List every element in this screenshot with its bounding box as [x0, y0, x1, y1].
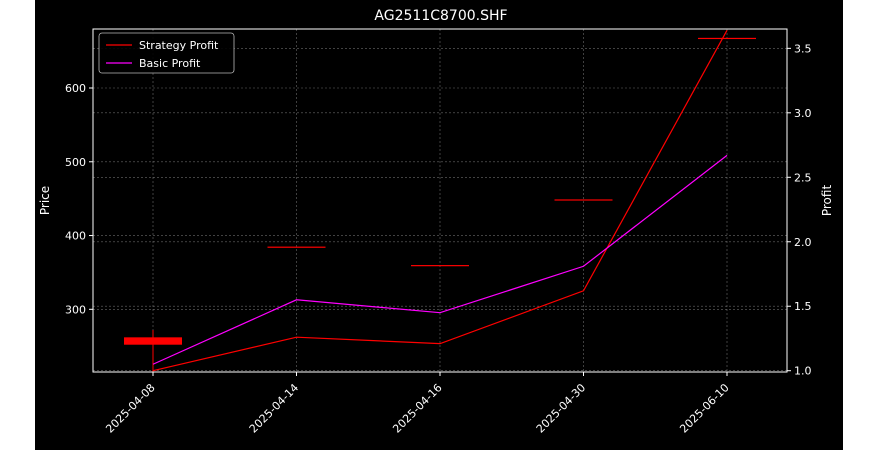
plot-frame	[92, 28, 788, 373]
candle-body	[124, 337, 182, 345]
legend: Strategy Profit Basic Profit	[98, 32, 235, 74]
candle-body	[267, 246, 326, 248]
y-left-tick-label: 300	[65, 303, 86, 316]
y-left-tick-label: 500	[65, 156, 86, 169]
y-right-tick-label: 2.5	[794, 171, 812, 184]
y-axis-right-label: Profit	[820, 185, 834, 217]
x-tick-label: 2025-06-10	[677, 381, 731, 435]
x-tick-label: 2025-04-16	[390, 381, 444, 435]
candle-body	[554, 199, 613, 201]
series-line-basic-profit	[152, 154, 728, 365]
x-tick-label: 2025-04-08	[103, 381, 157, 435]
y-right-tick-label: 1.0	[794, 365, 812, 378]
legend-label: Basic Profit	[139, 57, 201, 70]
chart-svg: AG2511C8700.SHF Price Profit 2025-04-08 2…	[38, 8, 834, 436]
series-lines	[152, 29, 728, 372]
y-right-tick-label: 1.5	[794, 300, 812, 313]
y-right-tick-label: 2.0	[794, 236, 812, 249]
legend-box	[98, 32, 235, 74]
chart-figure: AG2511C8700.SHF Price Profit 2025-04-08 2…	[35, 0, 843, 450]
series-line-strategy-profit	[152, 29, 728, 372]
x-tick-label: 2025-04-14	[247, 381, 301, 435]
chart-title: AG2511C8700.SHF	[374, 8, 507, 24]
candles	[124, 37, 756, 374]
y-left-tick-label: 400	[65, 230, 86, 243]
candle-body	[411, 265, 469, 267]
candle-body	[698, 37, 756, 40]
x-tick-label: 2025-04-30	[534, 381, 588, 435]
y-right-tick-label: 3.0	[794, 107, 812, 120]
y-axis-left-label: Price	[38, 186, 52, 215]
y-left-tick-label: 600	[65, 82, 86, 95]
grid	[93, 29, 787, 372]
legend-label: Strategy Profit	[139, 39, 219, 52]
axes: 2025-04-08 2025-04-14 2025-04-16 2025-04-30…	[65, 28, 812, 436]
y-right-tick-label: 3.5	[794, 42, 812, 55]
